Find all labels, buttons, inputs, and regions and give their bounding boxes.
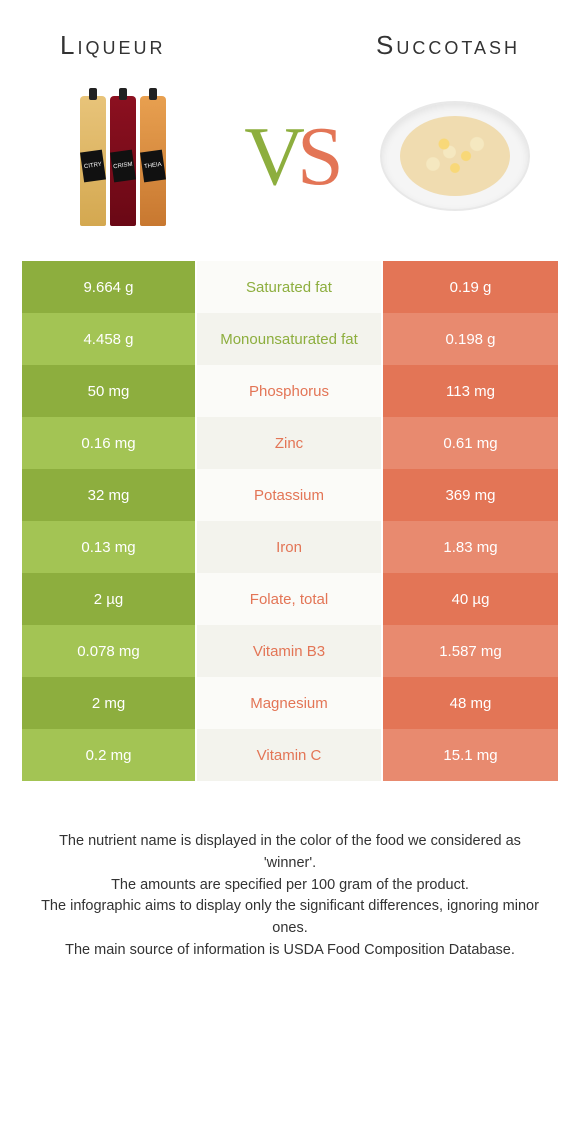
table-row: 4.458 gMonounsaturated fat0.198 g	[22, 313, 558, 365]
right-value: 15.1 mg	[383, 729, 558, 781]
table-row: 50 mgPhosphorus113 mg	[22, 365, 558, 417]
table-row: 2 mgMagnesium48 mg	[22, 677, 558, 729]
table-row: 0.078 mgVitamin B31.587 mg	[22, 625, 558, 677]
bottles-icon: CITRY CRISM THEIA	[70, 86, 180, 226]
left-value: 0.078 mg	[22, 625, 197, 677]
right-value: 0.19 g	[383, 261, 558, 313]
table-row: 0.13 mgIron1.83 mg	[22, 521, 558, 573]
left-value: 32 mg	[22, 469, 197, 521]
nutrient-name: Vitamin B3	[197, 625, 383, 677]
right-food-title: Succotash	[376, 30, 520, 61]
footer-line: The infographic aims to display only the…	[35, 896, 545, 940]
nutrient-name: Monounsaturated fat	[197, 313, 383, 365]
right-value: 1.587 mg	[383, 625, 558, 677]
comparison-table: 9.664 gSaturated fat0.19 g4.458 gMonouns…	[0, 261, 580, 781]
right-value: 369 mg	[383, 469, 558, 521]
nutrient-name: Potassium	[197, 469, 383, 521]
footer-line: The nutrient name is displayed in the co…	[35, 831, 545, 875]
table-row: 2 µgFolate, total40 µg	[22, 573, 558, 625]
nutrient-name: Folate, total	[197, 573, 383, 625]
header: Liqueur Succotash	[0, 0, 580, 86]
table-row: 0.16 mgZinc0.61 mg	[22, 417, 558, 469]
nutrient-name: Magnesium	[197, 677, 383, 729]
right-value: 0.198 g	[383, 313, 558, 365]
table-row: 9.664 gSaturated fat0.19 g	[22, 261, 558, 313]
left-food-title: Liqueur	[60, 30, 165, 61]
left-value: 2 µg	[22, 573, 197, 625]
left-value: 9.664 g	[22, 261, 197, 313]
nutrient-name: Iron	[197, 521, 383, 573]
nutrient-name: Zinc	[197, 417, 383, 469]
left-value: 4.458 g	[22, 313, 197, 365]
nutrient-name: Saturated fat	[197, 261, 383, 313]
table-row: 32 mgPotassium369 mg	[22, 469, 558, 521]
footer-line: The amounts are specified per 100 gram o…	[35, 875, 545, 897]
left-value: 2 mg	[22, 677, 197, 729]
left-value: 0.16 mg	[22, 417, 197, 469]
right-food-image	[380, 86, 530, 226]
right-value: 113 mg	[383, 365, 558, 417]
nutrient-name: Vitamin C	[197, 729, 383, 781]
left-food-image: CITRY CRISM THEIA	[50, 86, 200, 226]
left-value: 0.13 mg	[22, 521, 197, 573]
right-value: 48 mg	[383, 677, 558, 729]
right-value: 0.61 mg	[383, 417, 558, 469]
footer-notes: The nutrient name is displayed in the co…	[0, 781, 580, 962]
images-row: CITRY CRISM THEIA VS	[0, 86, 580, 261]
right-value: 40 µg	[383, 573, 558, 625]
right-value: 1.83 mg	[383, 521, 558, 573]
table-row: 0.2 mgVitamin C15.1 mg	[22, 729, 558, 781]
nutrient-name: Phosphorus	[197, 365, 383, 417]
plate-icon	[380, 101, 530, 211]
vs-label: VS	[244, 108, 335, 205]
left-value: 0.2 mg	[22, 729, 197, 781]
left-value: 50 mg	[22, 365, 197, 417]
footer-line: The main source of information is USDA F…	[35, 940, 545, 962]
